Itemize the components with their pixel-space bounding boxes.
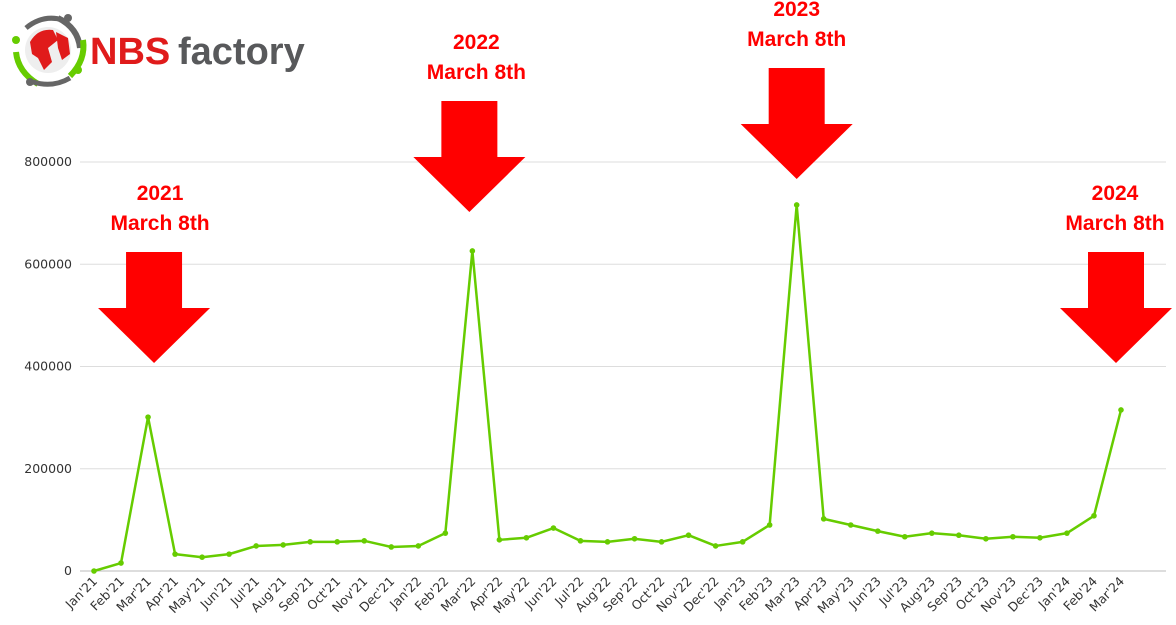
data-point xyxy=(442,530,449,536)
data-point xyxy=(1037,534,1043,541)
data-point xyxy=(685,532,692,539)
down-arrow-icon xyxy=(740,68,853,179)
y-tick-label: 400000 xyxy=(24,359,72,374)
data-point xyxy=(1010,533,1016,540)
annotation-year: 2023 xyxy=(773,0,820,21)
annotation-year: 2024 xyxy=(1092,182,1139,205)
y-tick-label: 200000 xyxy=(24,461,72,476)
data-point xyxy=(983,535,989,542)
data-point xyxy=(226,551,232,557)
logo-text-factory: factory xyxy=(178,31,305,73)
annotation-date: March 8th xyxy=(110,212,209,235)
annotation-2021: 2021 March 8th xyxy=(98,182,211,363)
annotation-year: 2022 xyxy=(453,31,500,54)
data-point xyxy=(253,543,259,549)
annotation-2024: 2024 March 8th xyxy=(1060,182,1172,363)
data-point xyxy=(847,522,854,528)
data-point xyxy=(874,528,881,534)
data-point xyxy=(793,202,800,208)
data-point xyxy=(929,530,935,536)
data-point xyxy=(820,516,827,522)
data-point xyxy=(712,543,719,549)
data-point xyxy=(415,543,422,549)
data-point xyxy=(631,535,638,542)
data-point xyxy=(901,533,908,540)
data-point xyxy=(91,568,97,574)
annotation-year: 2021 xyxy=(137,182,184,205)
data-point xyxy=(361,538,368,544)
down-arrow-icon xyxy=(98,252,211,363)
data-point xyxy=(172,551,178,557)
data-point xyxy=(388,544,395,550)
data-point xyxy=(550,525,557,531)
data-point xyxy=(280,542,286,548)
series-line xyxy=(93,203,1123,573)
data-point xyxy=(1064,530,1070,536)
annotation-date: March 8th xyxy=(427,61,526,84)
annotation-date: March 8th xyxy=(747,28,846,51)
data-point xyxy=(523,534,530,541)
annotation-2022: 2022 March 8th xyxy=(413,31,526,212)
data-point xyxy=(604,539,611,545)
nbs-factory-logo: NBS factory xyxy=(12,14,305,87)
y-tick-label: 800000 xyxy=(24,154,72,169)
data-point xyxy=(766,522,773,528)
data-point xyxy=(496,537,503,543)
globe-people-icon xyxy=(12,14,87,87)
data-point xyxy=(956,532,962,539)
data-point xyxy=(577,538,584,544)
logo-text-nbs: NBS xyxy=(90,31,170,73)
data-point xyxy=(307,539,314,545)
annotation-date: March 8th xyxy=(1065,212,1164,235)
y-tick-label: 0 xyxy=(64,563,72,578)
data-point xyxy=(658,539,665,545)
down-arrow-icon xyxy=(1060,252,1172,363)
data-point xyxy=(199,554,205,560)
y-tick-label: 600000 xyxy=(24,256,72,271)
data-point xyxy=(1091,512,1097,519)
data-point xyxy=(469,248,476,254)
annotation-2023: 2023 March 8th xyxy=(740,0,853,179)
data-point xyxy=(739,539,746,545)
down-arrow-icon xyxy=(413,101,526,212)
data-point xyxy=(1118,407,1124,413)
data-point xyxy=(118,560,124,566)
data-point xyxy=(145,414,151,420)
data-point xyxy=(334,539,341,545)
